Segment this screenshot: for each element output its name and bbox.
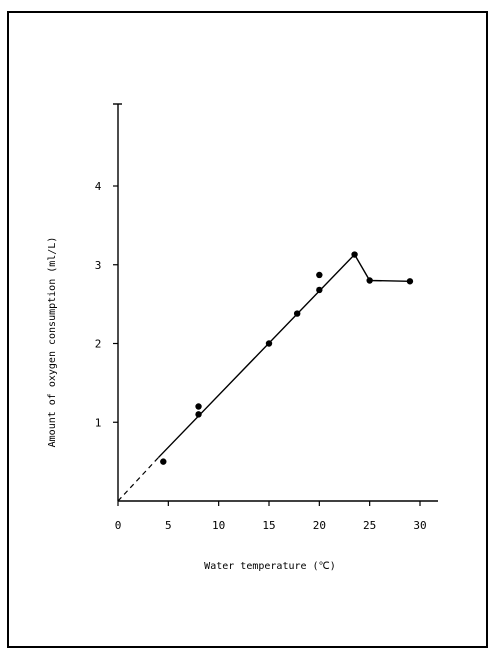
data-point [195,411,202,418]
figure-frame [7,11,488,648]
y-axis-title: Amount of oxygen consumption (ml/L) [47,237,58,448]
y-tick-label: 2 [95,338,102,351]
ticks: 0 5 10 15 20 25 30 1 2 3 4 [95,180,427,532]
axes [113,103,438,502]
data-point [265,340,273,347]
trend-lines [117,253,410,502]
x-tick-label: 25 [363,519,376,532]
data-point [406,278,414,285]
data-points [160,251,414,465]
x-tick-label: 20 [313,519,326,532]
x-tick-label: 30 [413,519,426,532]
data-point [293,310,301,317]
x-tick-label: 15 [262,519,275,532]
x-tick-label: 10 [212,519,225,532]
data-point [366,277,373,284]
data-point [316,271,323,279]
y-tick-label: 4 [95,180,102,193]
y-tick-label: 1 [95,416,102,429]
data-point [351,251,358,258]
data-point [316,286,323,294]
x-tick-label: 0 [115,519,122,532]
data-point [195,403,202,410]
x-tick-label: 5 [165,519,172,532]
x-axis-title: Water temperature (℃) [204,561,336,572]
y-tick-label: 3 [95,259,102,272]
data-point [160,458,167,465]
fit-line [157,253,410,459]
dashed-extrapolation-line [117,457,159,502]
